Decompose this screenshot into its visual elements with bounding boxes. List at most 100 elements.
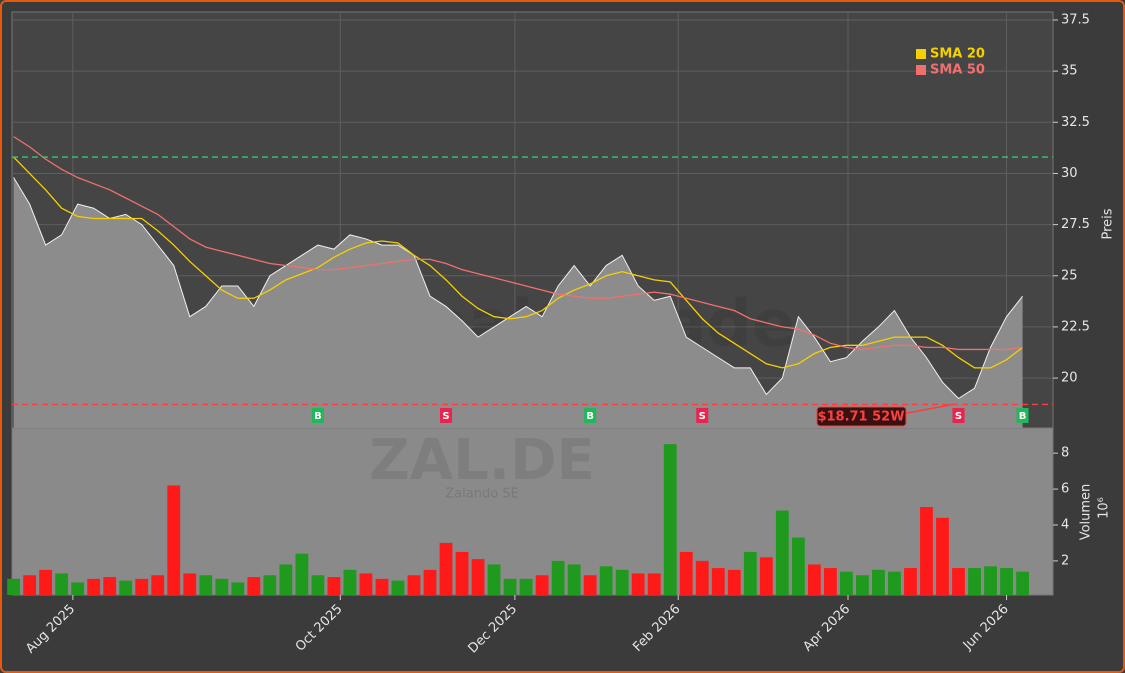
legend-label: SMA 20 <box>930 47 985 62</box>
signal-marker <box>1016 408 1029 423</box>
volume-bar <box>856 575 869 595</box>
volume-bar <box>519 578 533 595</box>
volume-bar <box>968 568 981 595</box>
scale-label: 10⁶ <box>1097 497 1112 519</box>
volume-bar <box>407 575 421 595</box>
price-area <box>13 177 1023 428</box>
volume-bar <box>279 564 293 595</box>
volume-bar <box>471 559 485 595</box>
y-tick-label: 37.5 <box>1061 12 1090 27</box>
annotation-box <box>816 406 907 427</box>
volume-bar <box>119 580 133 595</box>
volume-bar <box>615 569 629 595</box>
volume-bar <box>583 575 597 595</box>
volume-bar <box>631 573 645 595</box>
watermark: ZAL.DE <box>369 428 595 493</box>
volume-bar <box>71 582 85 595</box>
volume-bar <box>839 571 853 595</box>
volume-bar <box>872 569 885 595</box>
volume-bar <box>311 575 325 595</box>
legend-swatch <box>916 65 926 75</box>
volume-bar <box>775 510 789 595</box>
y-axis-label: Volumen <box>1079 484 1094 541</box>
volume-bar <box>888 571 901 595</box>
volume-bar <box>984 566 997 595</box>
volume-bar <box>567 564 581 595</box>
signal-label: B <box>314 411 322 422</box>
signal-marker <box>440 408 453 423</box>
volume-bar <box>487 564 501 595</box>
volume-bar <box>1016 571 1029 595</box>
volume-bar <box>647 573 661 595</box>
y-tick-label: 20 <box>1061 371 1078 386</box>
volume-bar <box>231 582 245 595</box>
volume-bar <box>135 578 149 595</box>
volume-bar <box>87 578 101 595</box>
sma-line <box>13 156 1023 369</box>
y-tick-label: 4 <box>1061 517 1069 532</box>
signal-marker <box>584 408 597 423</box>
volume-bar <box>743 551 757 595</box>
volume-bar <box>439 542 453 595</box>
volume-bar <box>215 578 229 595</box>
volume-bar <box>455 551 469 595</box>
x-tick-label: Jun 2026 <box>960 602 1012 654</box>
volume-bar <box>936 517 949 595</box>
y-tick-label: 32.5 <box>1061 115 1090 130</box>
volume-bar <box>535 575 549 595</box>
volume-bar <box>727 569 741 595</box>
volume-bar <box>904 568 917 595</box>
volume-bar <box>39 569 53 595</box>
volume-bar <box>183 573 197 595</box>
volume-plot-bg <box>11 427 1054 596</box>
x-tick-label: Oct 2025 <box>293 602 346 655</box>
volume-bar <box>55 573 69 595</box>
volume-bar <box>807 564 821 595</box>
volume-bar <box>391 580 405 595</box>
volume-bar <box>247 577 261 595</box>
volume-bar <box>375 578 389 595</box>
volume-bar <box>359 573 373 595</box>
signal-marker <box>311 408 324 423</box>
volume-bar <box>551 560 565 595</box>
volume-bar <box>23 575 37 595</box>
signal-label: B <box>1019 411 1027 422</box>
volume-bar <box>711 568 725 595</box>
volume-bar <box>327 577 341 595</box>
y-tick-label: 35 <box>1061 64 1078 79</box>
x-tick-label: Apr 2026 <box>800 602 853 655</box>
x-tick-label: Aug 2025 <box>23 602 78 657</box>
y-tick-label: 30 <box>1061 166 1078 181</box>
y-tick-label: 8 <box>1061 446 1069 461</box>
volume-bar <box>920 507 933 595</box>
volume-bar <box>7 578 21 595</box>
annotation-arrow <box>901 403 953 415</box>
legend-swatch <box>916 49 926 59</box>
sma-line <box>13 136 1023 351</box>
volume-bar <box>1000 568 1013 595</box>
x-tick-label: Dec 2025 <box>465 602 520 657</box>
signal-label: B <box>586 411 594 422</box>
volume-bar <box>791 537 805 595</box>
signal-marker <box>696 408 709 423</box>
volume-bar <box>263 575 277 595</box>
signal-label: S <box>699 411 706 422</box>
volume-bar <box>823 568 837 595</box>
volume-bar <box>759 557 773 595</box>
volume-bar <box>952 568 965 595</box>
watermark-sub: Zalando SE <box>445 487 519 502</box>
volume-bar <box>295 553 309 595</box>
volume-bar <box>599 566 613 595</box>
y-tick-label: 25 <box>1061 268 1078 283</box>
volume-bar <box>343 569 357 595</box>
volume-bar <box>679 551 693 595</box>
volume-bar <box>503 578 517 595</box>
y-tick-label: 22.5 <box>1061 319 1090 334</box>
y-tick-label: 27.5 <box>1061 217 1090 232</box>
volume-bar <box>167 485 181 595</box>
legend-label: SMA 50 <box>930 63 985 78</box>
volume-bar <box>423 569 437 595</box>
volume-bar <box>103 577 117 595</box>
volume-bar <box>663 444 677 595</box>
